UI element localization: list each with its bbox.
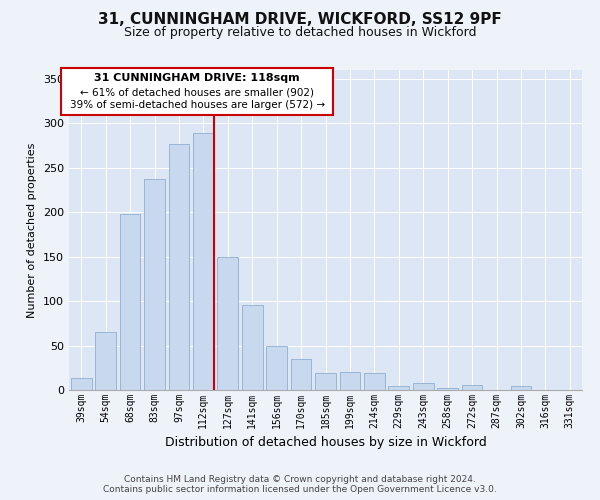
Text: ← 61% of detached houses are smaller (902): ← 61% of detached houses are smaller (90… xyxy=(80,88,314,98)
Bar xyxy=(119,214,140,390)
Bar xyxy=(511,386,532,390)
X-axis label: Distribution of detached houses by size in Wickford: Distribution of detached houses by size … xyxy=(164,436,487,450)
Bar xyxy=(461,384,482,390)
Bar xyxy=(437,388,458,390)
Bar xyxy=(364,373,385,390)
Text: Contains HM Land Registry data © Crown copyright and database right 2024.: Contains HM Land Registry data © Crown c… xyxy=(124,475,476,484)
Bar xyxy=(71,378,92,390)
Bar xyxy=(388,386,409,390)
Bar xyxy=(95,332,116,390)
Text: Contains public sector information licensed under the Open Government Licence v3: Contains public sector information licen… xyxy=(103,485,497,494)
Bar xyxy=(217,256,238,390)
Bar xyxy=(144,180,165,390)
Bar xyxy=(266,346,287,390)
Bar xyxy=(193,133,214,390)
Y-axis label: Number of detached properties: Number of detached properties xyxy=(28,142,37,318)
Text: Size of property relative to detached houses in Wickford: Size of property relative to detached ho… xyxy=(124,26,476,39)
Bar xyxy=(169,144,190,390)
Bar xyxy=(290,359,311,390)
Bar xyxy=(413,383,434,390)
Text: 39% of semi-detached houses are larger (572) →: 39% of semi-detached houses are larger (… xyxy=(70,100,325,110)
Text: 31, CUNNINGHAM DRIVE, WICKFORD, SS12 9PF: 31, CUNNINGHAM DRIVE, WICKFORD, SS12 9PF xyxy=(98,12,502,28)
Text: 31 CUNNINGHAM DRIVE: 118sqm: 31 CUNNINGHAM DRIVE: 118sqm xyxy=(94,73,300,83)
Bar xyxy=(340,372,361,390)
Bar xyxy=(315,373,336,390)
Bar xyxy=(242,304,263,390)
FancyBboxPatch shape xyxy=(61,68,333,115)
